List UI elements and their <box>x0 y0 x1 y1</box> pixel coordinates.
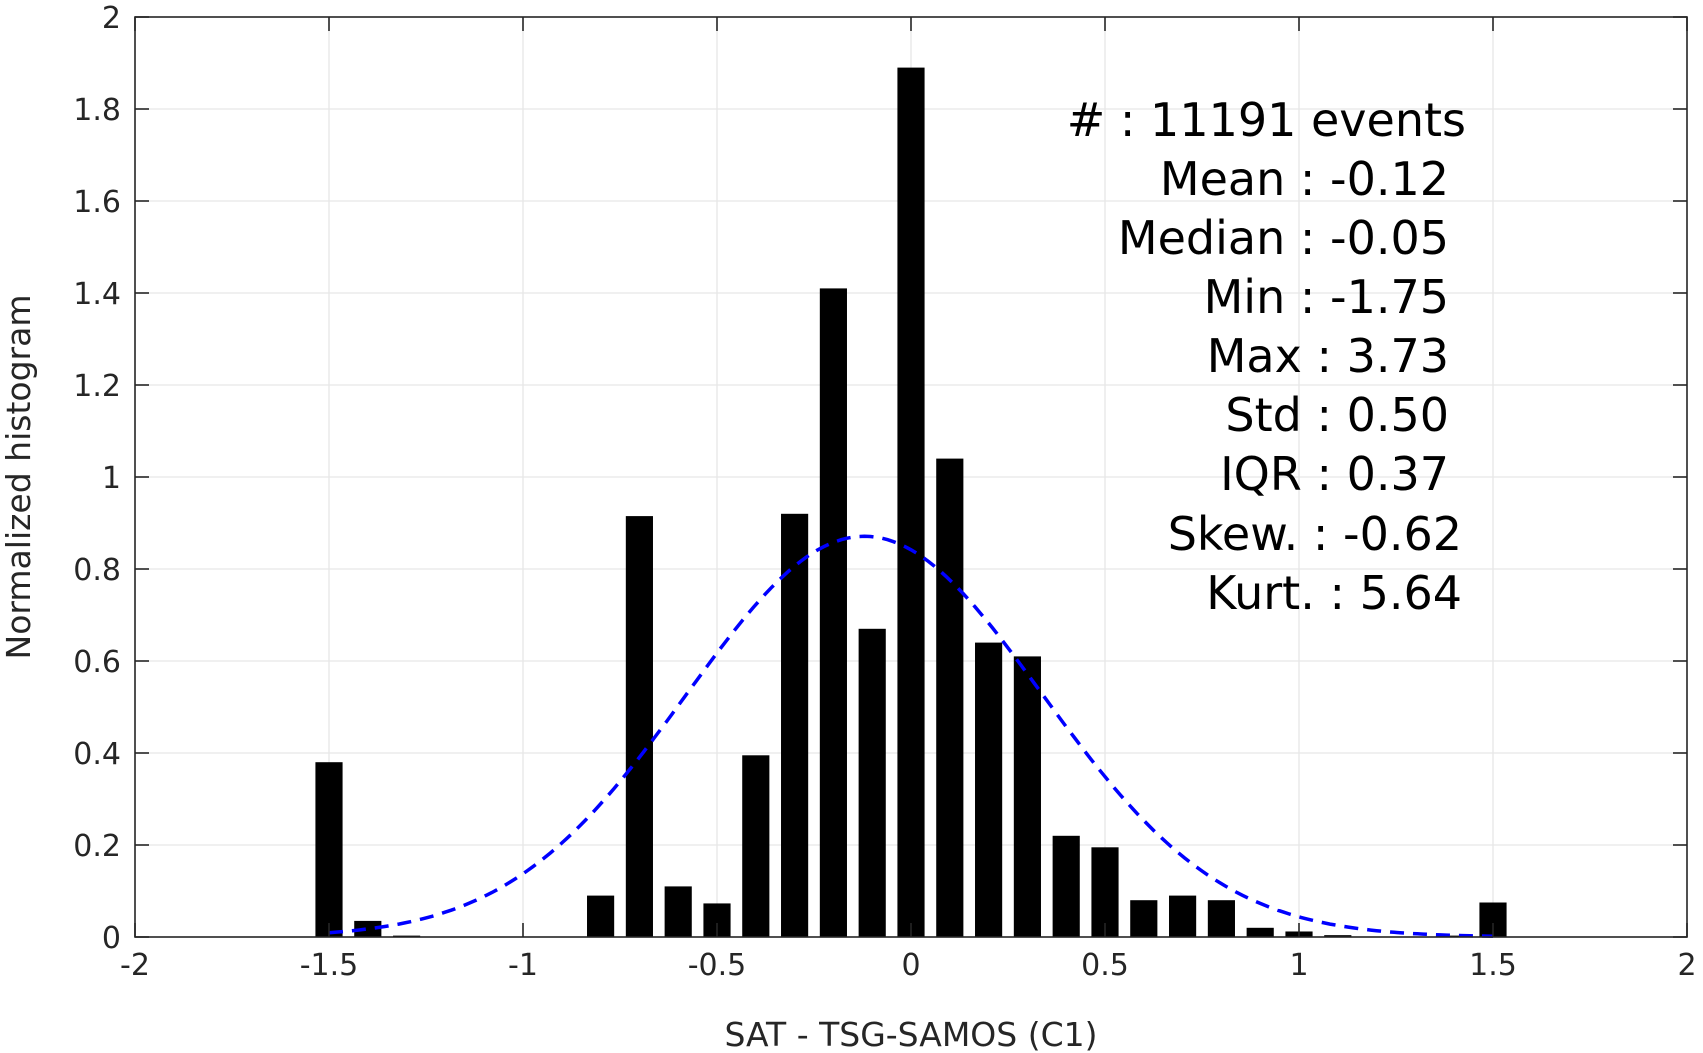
y-tick-label: 1.2 <box>73 369 121 404</box>
y-tick-label: 1 <box>102 461 121 496</box>
y-tick-label: 0 <box>102 921 121 956</box>
x-tick-label: 0 <box>901 948 920 983</box>
x-tick-label: 2 <box>1677 948 1696 983</box>
histogram-bars <box>315 67 1507 938</box>
histogram-bar <box>1246 927 1274 937</box>
stats-count: # : 11191 events <box>1067 93 1466 147</box>
x-tick-label: 1.5 <box>1469 948 1517 983</box>
histogram-bar <box>819 288 847 937</box>
y-tick-label: 0.2 <box>73 829 121 864</box>
histogram-bar <box>1052 835 1080 937</box>
histogram-bar <box>1013 656 1041 937</box>
histogram-bar <box>315 762 343 937</box>
y-tick-label: 2 <box>102 1 121 36</box>
histogram-bar <box>975 642 1003 937</box>
axis-ticks <box>134 16 1688 938</box>
stats-max: Max : 3.73 <box>1207 329 1449 383</box>
stats-std: Std : 0.50 <box>1225 388 1449 442</box>
y-tick-label: 1.4 <box>73 277 121 312</box>
x-tick-label: -2 <box>120 948 150 983</box>
stats-kurt: Kurt. : 5.64 <box>1206 566 1462 620</box>
histogram-bar <box>1091 847 1119 937</box>
x-axis-title: SAT - TSG-SAMOS (C1) <box>724 1015 1097 1053</box>
x-tick-label: -1 <box>508 948 538 983</box>
y-tick-labels: 0 0.2 0.4 0.6 0.8 1 1.2 1.4 1.6 1.8 2 <box>73 1 121 956</box>
histogram-bar <box>1130 900 1158 937</box>
stats-box: # : 11191 events Mean : -0.12 Median : -… <box>1067 93 1466 620</box>
histogram-bar <box>858 628 886 937</box>
stats-skew: Skew. : -0.62 <box>1168 507 1462 561</box>
histogram-bar <box>742 755 770 937</box>
x-tick-labels: -2 -1.5 -1 -0.5 0 0.5 1 1.5 2 <box>120 948 1697 983</box>
y-axis-title: Normalized histogram <box>0 295 38 660</box>
y-tick-label: 1.8 <box>73 93 121 128</box>
histogram-bar <box>354 920 382 937</box>
x-tick-label: 1 <box>1289 948 1308 983</box>
histogram-bar <box>1324 935 1352 937</box>
x-tick-label: -0.5 <box>688 948 747 983</box>
histogram-bar <box>1169 895 1197 937</box>
histogram-bar <box>625 516 653 937</box>
stats-min: Min : -1.75 <box>1204 270 1449 324</box>
x-tick-label: 0.5 <box>1081 948 1129 983</box>
y-tick-label: 0.4 <box>73 737 121 772</box>
histogram-bar <box>781 513 809 937</box>
y-tick-label: 0.6 <box>73 645 121 680</box>
stats-mean: Mean : -0.12 <box>1160 152 1449 206</box>
stats-median: Median : -0.05 <box>1118 211 1449 265</box>
stats-iqr: IQR : 0.37 <box>1220 447 1449 501</box>
histogram-bar <box>936 458 964 937</box>
normal-fit-curve <box>328 534 1494 938</box>
y-tick-label: 0.8 <box>73 553 121 588</box>
y-tick-label: 1.6 <box>73 185 121 220</box>
histogram-bar <box>587 895 615 937</box>
histogram-bar <box>897 67 925 938</box>
histogram-bar <box>1207 900 1235 937</box>
x-tick-label: -1.5 <box>300 948 359 983</box>
histogram-bar <box>664 886 692 937</box>
